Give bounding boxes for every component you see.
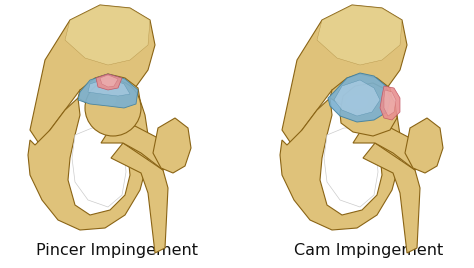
Polygon shape: [317, 5, 402, 65]
Polygon shape: [282, 5, 407, 145]
Polygon shape: [384, 90, 396, 116]
Text: Pincer Impingement: Pincer Impingement: [36, 243, 198, 258]
Polygon shape: [30, 5, 155, 145]
Text: Cam Impingement: Cam Impingement: [294, 243, 444, 258]
Polygon shape: [88, 78, 130, 96]
Polygon shape: [324, 128, 378, 207]
Polygon shape: [330, 74, 392, 112]
Polygon shape: [111, 143, 168, 253]
Polygon shape: [78, 74, 140, 112]
Polygon shape: [363, 143, 420, 253]
Polygon shape: [101, 126, 168, 170]
Polygon shape: [100, 75, 118, 87]
Polygon shape: [280, 98, 400, 230]
Polygon shape: [334, 80, 380, 116]
Ellipse shape: [98, 94, 116, 106]
Polygon shape: [340, 83, 397, 136]
Polygon shape: [78, 74, 138, 108]
Polygon shape: [96, 74, 122, 90]
Polygon shape: [153, 118, 191, 173]
Polygon shape: [65, 5, 150, 65]
Polygon shape: [380, 86, 400, 120]
Polygon shape: [405, 118, 443, 173]
Ellipse shape: [346, 95, 368, 109]
Polygon shape: [72, 128, 126, 207]
Circle shape: [85, 80, 141, 136]
Polygon shape: [328, 73, 390, 122]
Polygon shape: [353, 126, 420, 170]
Polygon shape: [28, 98, 148, 230]
